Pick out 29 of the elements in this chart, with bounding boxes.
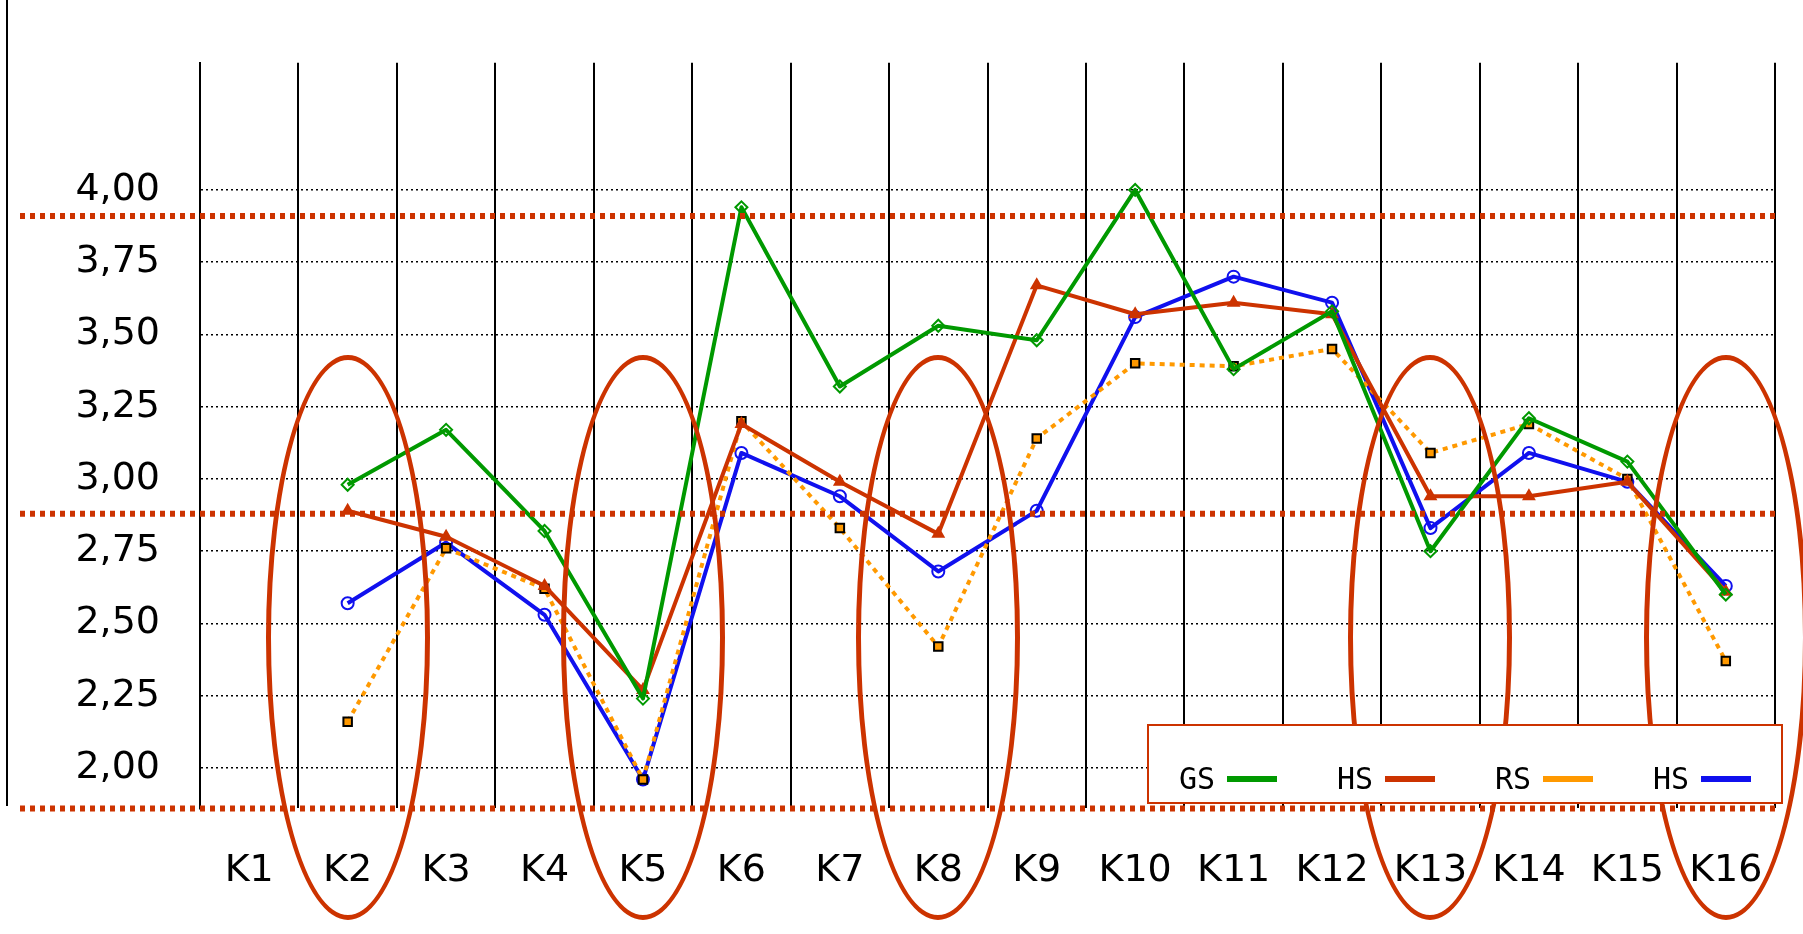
x-tick-label: K7 [815,846,865,891]
x-tick-label: K14 [1492,846,1566,891]
x-tick-label: K9 [1012,846,1062,891]
x-tick-label: K8 [913,846,963,891]
x-tick-label: K4 [519,846,570,891]
x-tick-label: K11 [1196,846,1271,891]
x-tick-label: K2 [323,846,373,891]
x-tick-label: K6 [716,846,766,891]
y-tick-label: 3,25 [75,381,160,426]
y-tick-label: 3,50 [75,309,160,354]
y-tick-label: 4,00 [75,164,160,209]
x-tick-label: K16 [1689,846,1763,891]
legend-label: GS [1178,761,1216,796]
y-tick-label: 2,25 [75,670,160,715]
legend-label: RS [1494,761,1532,796]
y-tick-label: 3,00 [75,453,160,498]
x-tick-label: K5 [618,846,668,891]
legend-label: HS [1336,761,1374,796]
y-tick-label: 2,00 [75,742,160,787]
y-tick-label: 2,50 [75,598,160,643]
legend-label: HS [1652,761,1690,796]
x-tick-label: K12 [1295,846,1369,891]
x-tick-label: K3 [421,846,471,891]
x-tick-label: K13 [1393,846,1468,891]
y-tick-label: 3,75 [75,237,160,282]
x-tick-label: K10 [1098,846,1172,891]
y-tick-label: 2,75 [75,526,160,571]
x-tick-label: K1 [224,846,274,891]
x-tick-label: K15 [1590,846,1664,891]
